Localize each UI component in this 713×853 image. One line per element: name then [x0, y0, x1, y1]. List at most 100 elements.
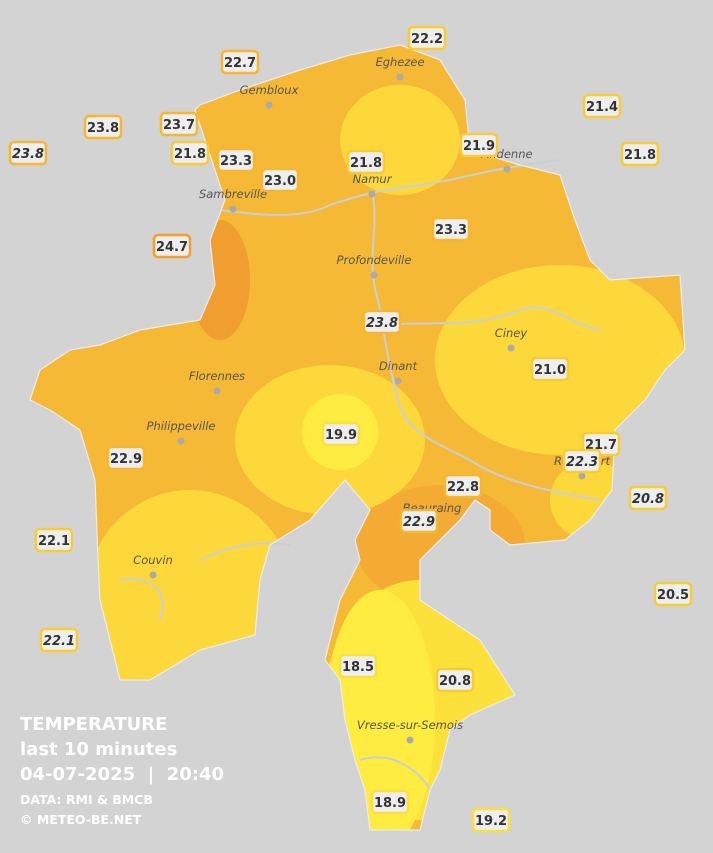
legend-title: TEMPERATURE	[20, 714, 167, 735]
place-dot	[507, 344, 515, 352]
station-value: 23.8	[366, 316, 398, 331]
place-name: Namur	[353, 172, 393, 186]
station-box	[362, 309, 402, 335]
station-value: 18.5	[342, 660, 374, 675]
station-value: 22.8	[447, 480, 479, 495]
station-value: 20.8	[439, 674, 471, 689]
station-value: 22.9	[403, 515, 435, 530]
place-name: Vresse-sur-Semois	[357, 718, 463, 732]
station-label: 23.3	[431, 216, 471, 242]
station-value: 21.8	[174, 147, 206, 162]
station-label: 22.3	[562, 448, 602, 474]
station-value: 23.3	[435, 223, 467, 238]
station-box	[443, 473, 483, 499]
legend-source: DATA: RMI & BMCB	[20, 792, 153, 807]
place-name: Ciney	[495, 326, 528, 340]
station-box	[39, 627, 79, 653]
station-box	[152, 233, 192, 259]
station-value: 19.9	[325, 428, 357, 443]
place-dot	[503, 165, 511, 173]
station-value: 19.2	[475, 814, 507, 829]
station-label: 21.8	[346, 149, 386, 175]
place-name: Eghezee	[375, 55, 424, 69]
station-label: 22.2	[407, 25, 447, 51]
station-box	[435, 667, 475, 693]
station-value: 23.8	[12, 147, 44, 162]
station-value: 23.3	[220, 154, 252, 169]
legend-copyright: © METEO-BE.NET	[20, 812, 142, 827]
station-box	[407, 25, 447, 51]
station-box	[34, 527, 74, 553]
place-name: Profondeville	[337, 253, 412, 267]
station-value: 21.0	[534, 363, 566, 378]
station-box	[106, 445, 146, 471]
place-dot	[177, 437, 185, 445]
station-label: 18.9	[370, 789, 410, 815]
station-label: 19.2	[471, 807, 511, 833]
station-box	[653, 581, 693, 607]
place-name: Couvin	[133, 553, 173, 567]
station-box	[220, 49, 260, 75]
station-label: 21.8	[170, 140, 210, 166]
station-value: 18.9	[374, 796, 406, 811]
place-name: Sambreville	[199, 187, 267, 201]
station-label: 22.1	[34, 527, 74, 553]
station-box	[170, 140, 210, 166]
station-value: 22.9	[110, 452, 142, 467]
place-name: Florennes	[189, 369, 245, 383]
station-label: 22.8	[443, 473, 483, 499]
station-value: 23.7	[163, 118, 195, 133]
station-label: 22.9	[106, 445, 146, 471]
station-label: 20.5	[653, 581, 693, 607]
station-label: 20.8	[628, 485, 668, 511]
station-label: 23.3	[216, 147, 256, 173]
station-box	[216, 147, 256, 173]
place-dot	[578, 472, 586, 480]
place-name: Philippeville	[147, 419, 216, 433]
legend-period: last 10 minutes	[20, 739, 177, 760]
station-label: 23.8	[362, 309, 402, 335]
station-label: 18.5	[338, 653, 378, 679]
station-box	[530, 356, 570, 382]
station-box	[431, 216, 471, 242]
station-value: 22.1	[43, 634, 75, 649]
station-box	[471, 807, 511, 833]
place-dot	[265, 101, 273, 109]
station-box	[321, 421, 361, 447]
station-label: 24.7	[152, 233, 192, 259]
place-dot	[396, 73, 404, 81]
station-value: 22.2	[411, 32, 443, 47]
station-box	[159, 111, 199, 137]
station-value: 24.7	[156, 240, 188, 255]
place-dot	[149, 571, 157, 579]
station-label: 23.8	[8, 140, 48, 166]
station-box	[260, 167, 300, 193]
station-box	[459, 132, 499, 158]
station-value: 20.8	[632, 492, 664, 507]
station-box	[8, 140, 48, 166]
station-box	[620, 141, 660, 167]
station-value: 20.5	[657, 588, 689, 603]
station-label: 21.9	[459, 132, 499, 158]
station-label: 21.4	[582, 93, 622, 119]
station-label: 23.7	[159, 111, 199, 137]
station-value: 22.7	[224, 56, 256, 71]
station-box	[562, 448, 602, 474]
station-value: 22.1	[38, 534, 70, 549]
place-name: Gembloux	[240, 83, 299, 97]
rivers	[119, 159, 601, 791]
station-box	[628, 485, 668, 511]
place-dot	[394, 377, 402, 385]
station-label: 21.8	[620, 141, 660, 167]
station-label: 22.1	[39, 627, 79, 653]
place-dot	[229, 205, 237, 213]
station-value: 21.4	[586, 100, 618, 115]
station-value: 21.8	[624, 148, 656, 163]
station-box	[83, 114, 123, 140]
station-label: 19.9	[321, 421, 361, 447]
place-dot	[370, 271, 378, 279]
station-label: 20.8	[435, 667, 475, 693]
station-label: 23.8	[83, 114, 123, 140]
place-dot	[368, 190, 376, 198]
